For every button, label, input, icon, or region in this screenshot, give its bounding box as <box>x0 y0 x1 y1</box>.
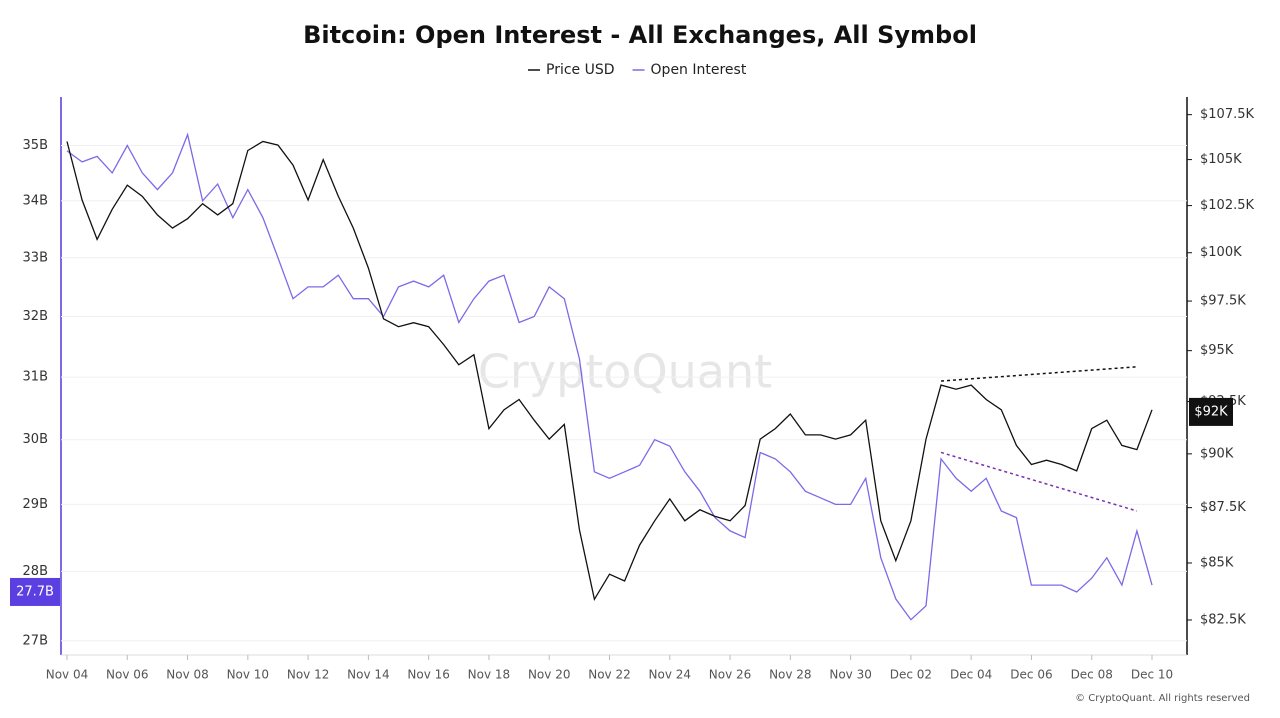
x-tick-label: Dec 10 <box>1131 668 1173 682</box>
y2-tick-label: $95K <box>1200 343 1234 358</box>
x-tick-label: Nov 20 <box>528 668 571 682</box>
footer: © CryptoQuant. All rights reserved <box>1075 693 1250 704</box>
y2-tick-label: $90K <box>1200 446 1234 461</box>
y-tick-label: 35B <box>23 138 48 153</box>
watermark: CryptoQuant <box>478 345 772 399</box>
series-line <box>66 140 1153 602</box>
last-value-box <box>1189 397 1233 426</box>
x-tick-label: Nov 30 <box>829 668 872 682</box>
last-value-box <box>10 577 60 606</box>
y2-tick-label: $100K <box>1200 245 1242 260</box>
chart-title: Bitcoin: Open Interest - All Exchanges, … <box>303 21 977 49</box>
y-tick-label: 30B <box>23 432 48 447</box>
x-tick-label: Dec 08 <box>1071 668 1113 682</box>
y2-tick-label: $87.5K <box>1200 500 1246 515</box>
y-tick-label: 32B <box>23 309 48 324</box>
series-line <box>66 132 1153 621</box>
x-tick-label: Nov 22 <box>588 668 631 682</box>
x-tick-label: Nov 12 <box>287 668 330 682</box>
y2-tick-label: $82.5K <box>1200 612 1246 627</box>
y-tick-label: 31B <box>23 370 48 385</box>
y2-tick-label: $85K <box>1200 555 1234 570</box>
x-tick-label: Nov 28 <box>769 668 812 682</box>
x-tick-label: Nov 14 <box>347 668 390 682</box>
x-tick-label: Dec 02 <box>890 668 932 682</box>
y-tick-label: 34B <box>23 193 48 208</box>
y-tick-label: 29B <box>23 497 48 512</box>
x-tick-label: Nov 18 <box>468 668 511 682</box>
x-tick-label: Nov 16 <box>407 668 450 682</box>
x-tick-label: Nov 10 <box>227 668 270 682</box>
x-tick-label: Dec 06 <box>1010 668 1052 682</box>
x-tick-label: Dec 04 <box>950 668 992 682</box>
x-tick-label: Nov 06 <box>106 668 149 682</box>
legend-label: Price USD <box>546 62 615 78</box>
y2-tick-label: $105K <box>1200 152 1242 167</box>
y-tick-label: 27B <box>23 633 48 648</box>
trend-line <box>940 366 1137 382</box>
y2-tick-label: $102.5K <box>1200 198 1254 213</box>
y2-tick-label: $107.5K <box>1200 107 1254 122</box>
legend-label: Open Interest <box>651 62 747 78</box>
x-tick-label: Nov 04 <box>46 668 89 682</box>
y-tick-label: 28B <box>23 564 48 579</box>
y2-tick-label: $97.5K <box>1200 294 1246 309</box>
last-value-label: 27.7B <box>16 584 54 599</box>
x-tick-label: Nov 24 <box>649 668 692 682</box>
y-tick-label: 33B <box>23 250 48 265</box>
last-value-label: $92K <box>1194 404 1228 419</box>
x-tick-label: Nov 08 <box>166 668 209 682</box>
x-tick-label: Nov 26 <box>709 668 752 682</box>
trend-line <box>940 451 1138 512</box>
